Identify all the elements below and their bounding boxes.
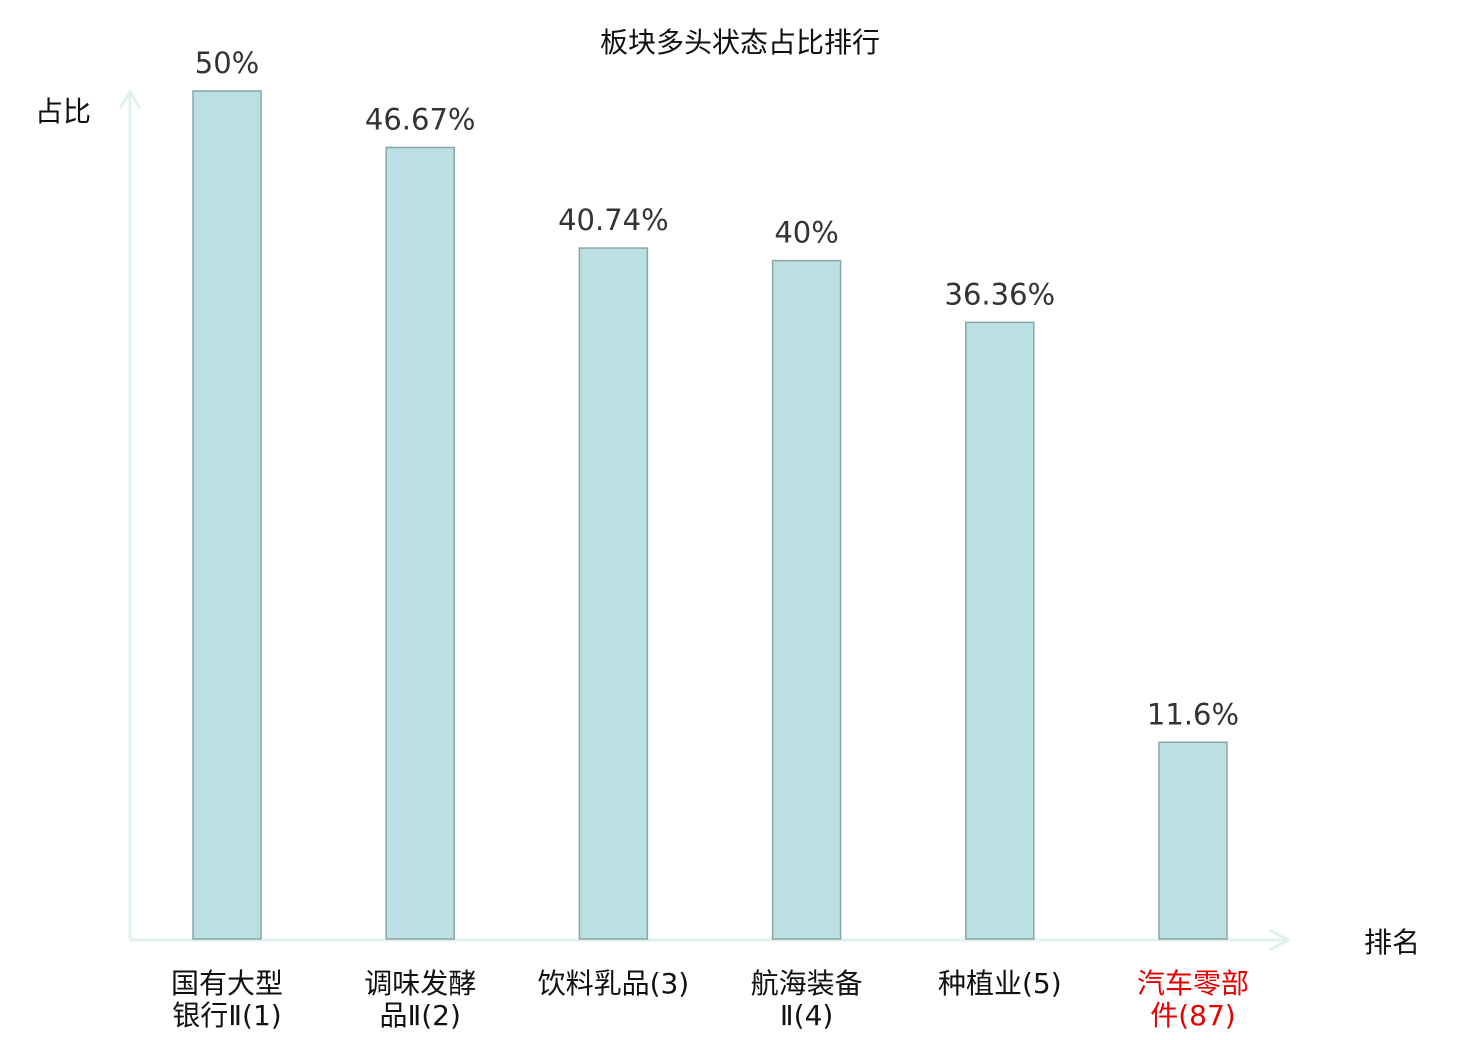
value-label: 36.36% — [945, 277, 1056, 311]
y-axis-label: 占比 — [35, 95, 91, 128]
category-label: 银行Ⅱ(1) — [172, 999, 281, 1032]
category-label: 品Ⅱ(2) — [379, 999, 460, 1032]
value-label: 11.6% — [1147, 697, 1239, 731]
x-axis-arrow-icon — [1269, 928, 1292, 952]
category-label: 航海装备 — [751, 967, 863, 1000]
x-axis — [130, 928, 1292, 952]
y-axis-arrow-icon — [118, 89, 142, 109]
bar — [192, 90, 262, 940]
category-label: 饮料乳品(3) — [538, 967, 690, 1000]
category-label: 汽车零部 — [1137, 967, 1249, 1000]
value-label: 40% — [774, 216, 838, 250]
category-label: 国有大型 — [171, 967, 283, 1000]
value-label: 50% — [195, 46, 259, 80]
category-label: 调味发酵 — [364, 967, 476, 1000]
bar — [385, 146, 455, 940]
category-label: 件(87) — [1150, 999, 1235, 1032]
bar — [578, 247, 649, 940]
value-label: 40.74% — [558, 203, 669, 237]
bar — [965, 321, 1035, 940]
value-label: 46.67% — [365, 102, 476, 136]
category-label: Ⅱ(4) — [780, 999, 833, 1032]
x-axis-label: 排名 — [1364, 926, 1420, 959]
category-label: 种植业(5) — [938, 967, 1062, 1000]
bar — [771, 259, 842, 940]
chart-title: 板块多头状态占比排行 — [600, 26, 880, 59]
y-axis — [118, 89, 142, 939]
bar — [1158, 741, 1228, 940]
